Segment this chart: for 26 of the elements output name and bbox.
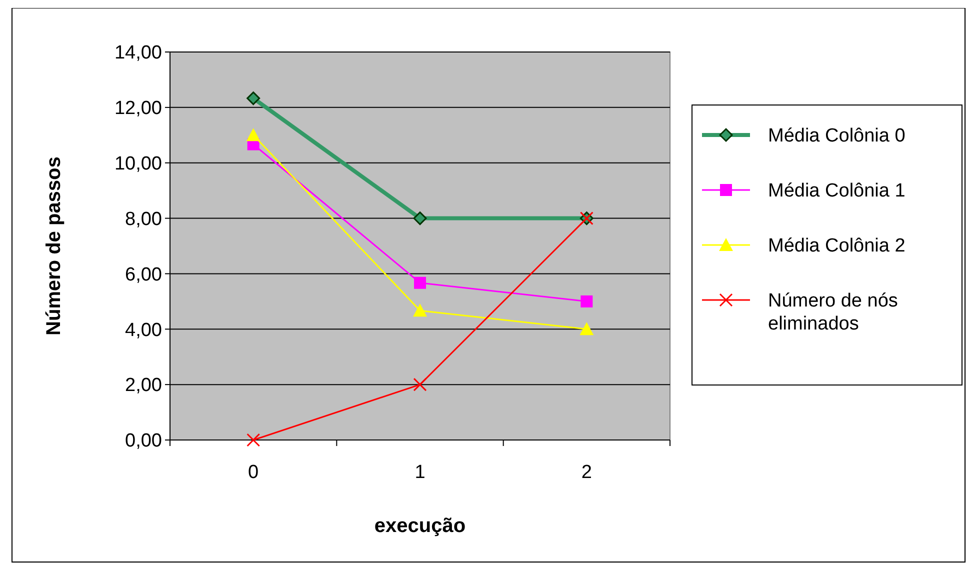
y-tick-label: 8,00 [125,208,162,230]
x-tick-label: 0 [248,462,259,483]
point [246,92,260,106]
point [413,304,427,317]
point [413,212,427,226]
legend-label: Média Colônia 2 [768,236,906,257]
y-tick-label: 4,00 [125,320,162,341]
y-tick-label: 14,00 [114,42,162,64]
y-tick-label: 12,00 [114,98,162,120]
x-tick-label: 1 [414,462,426,483]
point [580,295,593,308]
y-tick-label: 0,00 [125,430,162,452]
point [580,322,594,336]
y-tick-label: 6,00 [125,264,162,286]
y-tick-label: 2,00 [125,375,162,396]
x-axis-title: execução [374,515,466,537]
point [413,378,427,392]
y-tick-label: 10,00 [114,154,162,175]
point [246,433,260,447]
y-axis-title: Número de passos [43,156,65,336]
legend-label: Média Colônia 0 [768,126,906,147]
legend-label: Número de nós eliminados [768,290,898,334]
point [414,276,426,289]
point [246,128,260,142]
legend-label: Média Colônia 1 [768,180,906,202]
x-tick-label: 2 [581,462,592,483]
